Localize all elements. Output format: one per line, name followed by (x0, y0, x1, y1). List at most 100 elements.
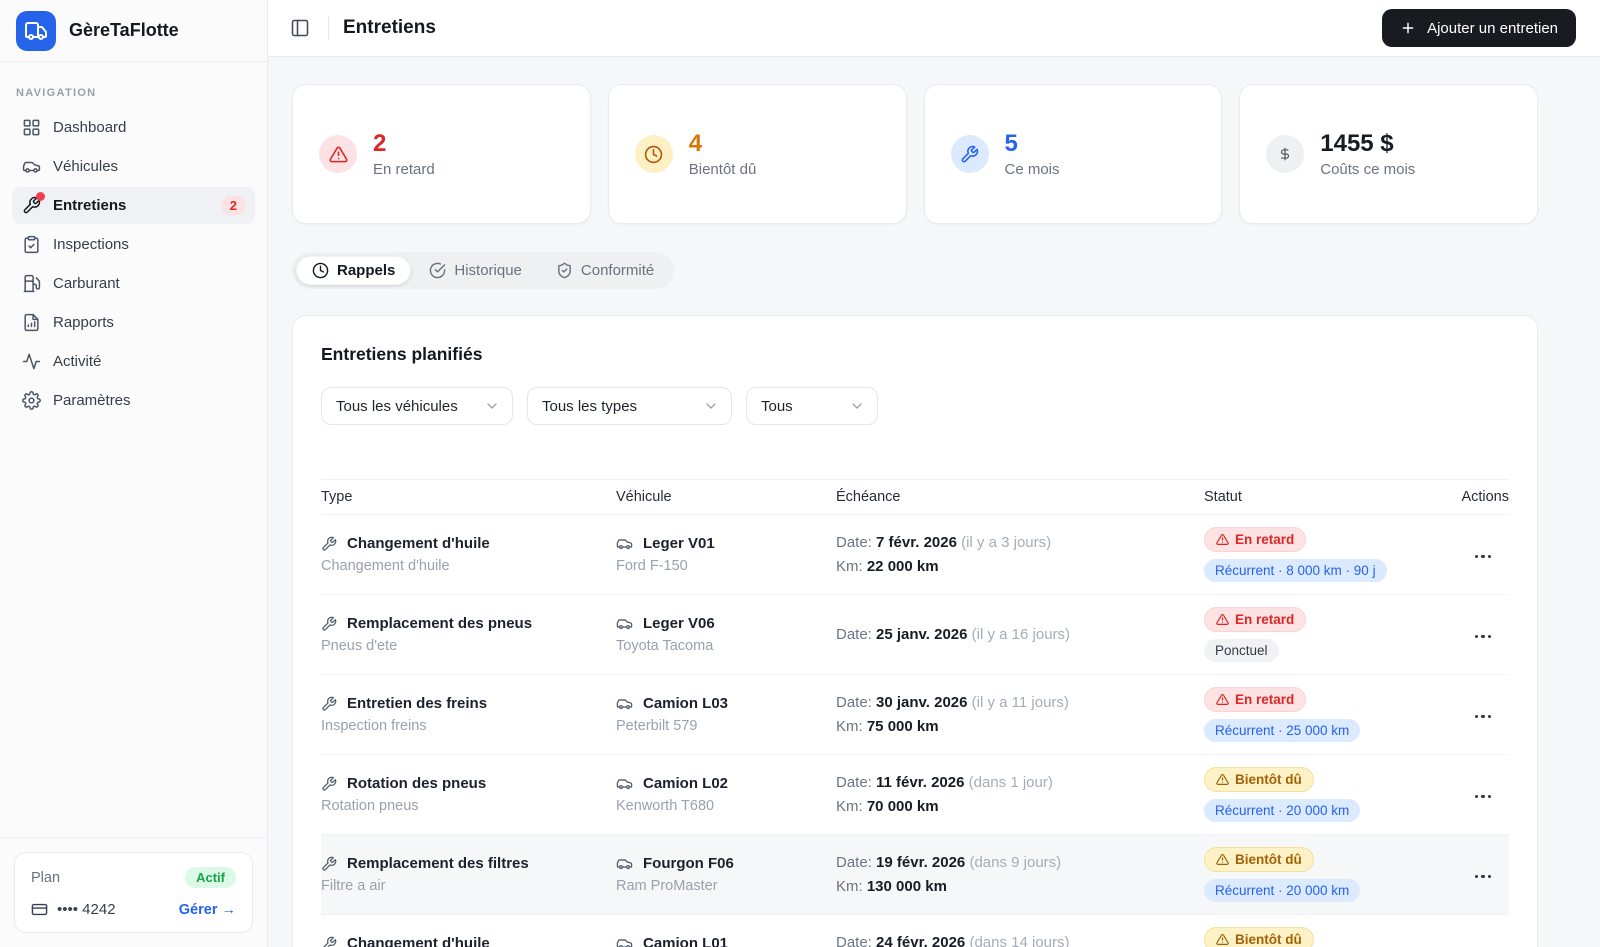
cell-due: Date: 30 janv. 2026 (il y a 11 jours) Km… (836, 694, 1069, 735)
gear-icon (22, 391, 41, 410)
cell-actions (1444, 705, 1509, 724)
cell-vehicle: Camion L01 Freightliner Cascadia (616, 935, 836, 947)
stat-card-couts-ce-mois: 1455 $ Coûts ce mois (1239, 84, 1538, 224)
sidebar-item-activite[interactable]: Activité (12, 343, 255, 380)
cell-vehicle: Fourgon F06 Ram ProMaster (616, 855, 734, 894)
clock-icon (312, 262, 329, 279)
row-actions-button[interactable] (1469, 629, 1498, 645)
plus-icon (1400, 20, 1416, 36)
tabs-row: Rappels Historique Conformité (292, 252, 1538, 289)
car-icon (616, 535, 633, 552)
dashboard-icon (22, 118, 41, 137)
schedule-badge: Récurrent · 20 000 km (1204, 799, 1361, 822)
wrench-icon (321, 616, 337, 632)
activity-icon (22, 352, 41, 371)
column-header-type: Type (321, 489, 353, 505)
column-header-statut: Statut (1204, 489, 1242, 505)
panel-left-icon (290, 18, 310, 38)
fuel-icon (22, 274, 41, 293)
plan-card: Plan Actif •••• 4242 Gérer → (14, 852, 253, 933)
nav-section-label: NAVIGATION (16, 87, 97, 99)
credit-card-icon (31, 901, 48, 918)
plan-status-badge: Actif (185, 867, 236, 888)
panel-title: Entretiens planifiés (321, 344, 483, 364)
sidebar-item-dashboard[interactable]: Dashboard (12, 109, 255, 146)
cell-type: Remplacement des filtres Filtre a air (321, 855, 529, 894)
sidebar-item-entretiens[interactable]: Entretiens 2 (12, 187, 255, 224)
brand: GèreTaFlotte (0, 0, 267, 62)
car-icon (616, 855, 633, 872)
cell-vehicle: Camion L02 Kenworth T680 (616, 775, 729, 814)
row-actions-button[interactable] (1469, 869, 1498, 885)
chevron-down-icon (703, 398, 719, 414)
cell-vehicle: Leger V01 Ford F-150 (616, 535, 715, 574)
report-icon (22, 313, 41, 332)
row-actions-button[interactable] (1469, 549, 1498, 565)
row-actions-button[interactable] (1469, 709, 1498, 725)
alert-triangle-icon (1216, 853, 1229, 866)
divider (328, 16, 329, 40)
tab-historique[interactable]: Historique (413, 256, 538, 285)
clock-icon (644, 145, 663, 164)
cell-due: Date: 25 janv. 2026 (il y a 16 jours) (836, 626, 1071, 643)
maintenance-table: Type Véhicule Échéance Statut Actions Ch… (321, 479, 1509, 947)
cell-actions (1444, 785, 1509, 804)
stat-card-ce-mois: 5 Ce mois (923, 84, 1223, 224)
sidebar-item-vehicules[interactable]: Véhicules (12, 148, 255, 185)
alert-triangle-icon (1216, 933, 1229, 946)
count-badge: 2 (221, 196, 245, 215)
column-header-echeance: Échéance (836, 489, 901, 505)
tab-conformite[interactable]: Conformité (540, 256, 670, 285)
filter-status-select[interactable]: Tous (746, 387, 878, 425)
cell-due: Date: 7 févr. 2026 (il y a 3 jours) Km: … (836, 534, 1052, 575)
nav: Dashboard Véhicules Entretiens 2 Inspect… (0, 109, 267, 419)
cell-due: Date: 24 févr. 2026 (dans 14 jours) Km: … (836, 934, 1070, 947)
alert-triangle-icon (1216, 613, 1229, 626)
table-body: Changement d'huile Changement d'huile Le… (321, 515, 1509, 947)
cell-due: Date: 19 févr. 2026 (dans 9 jours) Km: 1… (836, 854, 1062, 895)
car-icon (616, 695, 633, 712)
sidebar-item-carburant[interactable]: Carburant (12, 265, 255, 302)
wrench-icon (960, 145, 979, 164)
cell-actions (1444, 545, 1509, 564)
cell-status: En retard Récurrent · 8 000 km · 90 j (1204, 527, 1444, 582)
schedule-badge: Récurrent · 8 000 km · 90 j (1204, 559, 1387, 582)
chevron-down-icon (484, 398, 500, 414)
add-maintenance-button[interactable]: Ajouter un entretien (1382, 9, 1576, 47)
cell-status: En retard Récurrent · 25 000 km (1204, 687, 1444, 742)
sidebar-item-parametres[interactable]: Paramètres (12, 382, 255, 419)
maintenance-panel: Entretiens planifiés Tous les véhicules … (292, 315, 1538, 947)
tab-rappels[interactable]: Rappels (296, 256, 412, 285)
sidebar-item-inspections[interactable]: Inspections (12, 226, 255, 263)
sidebar: GèreTaFlotte NAVIGATION Dashboard Véhicu… (0, 0, 268, 947)
cell-status: Bientôt dû Récurrent · 15 000 km · 90 j (1204, 927, 1444, 947)
cell-status: Bientôt dû Récurrent · 20 000 km (1204, 767, 1444, 822)
row-actions-button[interactable] (1469, 789, 1498, 805)
sidebar-item-rapports[interactable]: Rapports (12, 304, 255, 341)
stat-card-bientot-du: 4 Bientôt dû (607, 84, 907, 224)
filter-types-select[interactable]: Tous les types (527, 387, 732, 425)
alert-triangle-icon (1216, 773, 1229, 786)
cell-status: En retard Ponctuel (1204, 607, 1444, 662)
status-badge: En retard (1204, 607, 1307, 632)
content: 2 En retard 4 Bientôt dû 5 Ce mois 1455 … (268, 57, 1600, 947)
wrench-icon (321, 776, 337, 792)
notification-dot (36, 192, 45, 201)
alert-triangle-icon (1216, 533, 1229, 546)
plan-label: Plan (31, 869, 61, 886)
topbar: Entretiens Ajouter un entretien (268, 0, 1600, 57)
table-row: Entretien des freins Inspection freins C… (321, 675, 1509, 755)
manage-plan-link[interactable]: Gérer → (178, 901, 236, 918)
sidebar-toggle-button[interactable] (286, 14, 314, 42)
column-header-actions: Actions (1461, 489, 1509, 505)
cell-type: Changement d'huile Changement d'huile (321, 535, 490, 574)
status-badge: En retard (1204, 527, 1307, 552)
brand-name: GèreTaFlotte (69, 20, 179, 40)
cell-due: Date: 11 févr. 2026 (dans 1 jour) Km: 70… (836, 774, 1053, 815)
card-number: •••• 4242 (31, 901, 116, 918)
filter-vehicles-select[interactable]: Tous les véhicules (321, 387, 513, 425)
wrench-icon (321, 696, 337, 712)
wrench-icon (22, 196, 41, 215)
cell-actions (1444, 625, 1509, 644)
